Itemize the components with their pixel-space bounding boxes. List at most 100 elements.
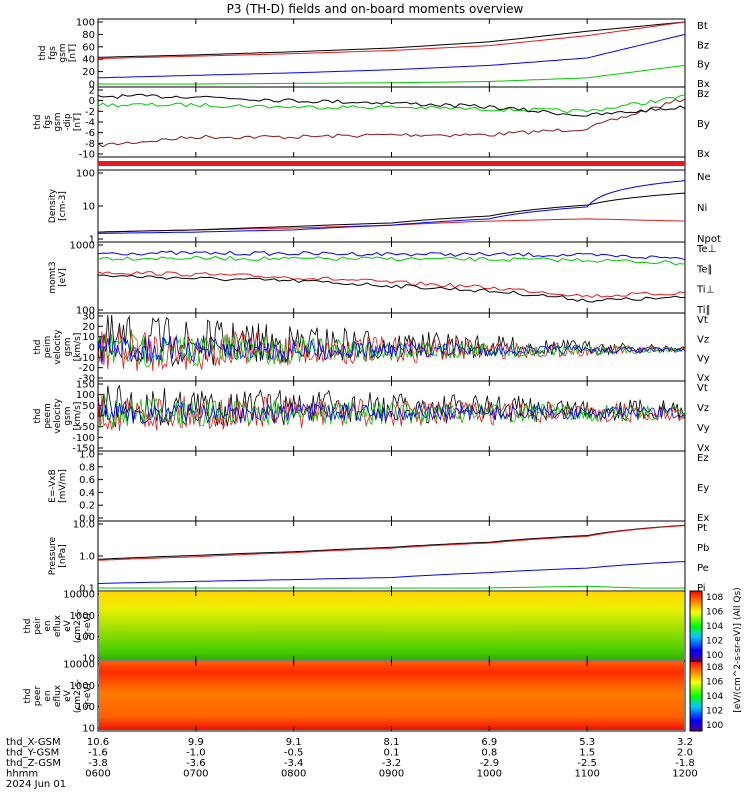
xaxis-value: -1.8 [675, 758, 695, 769]
legend-density: Ni [697, 203, 707, 214]
ytick-label-fgs_gsm: 0 [89, 80, 95, 91]
ylabel-fgs_dsl: [nT] [73, 113, 83, 131]
ytick-label-peim_v: -30 [79, 374, 95, 385]
xaxis-value: 5.3 [579, 737, 595, 748]
series-density-Npot [97, 180, 686, 234]
ytick-label-density: 1 [89, 235, 95, 246]
ylabel-pressure: Pressure [48, 536, 58, 575]
legend-fgs_dsl: By [697, 119, 710, 130]
ylabel-peem_v: [km/s] [73, 402, 83, 431]
ylabel-fgs_dsl: gsm [53, 112, 63, 131]
peer-spectrogram [99, 662, 684, 730]
legend-efield: Ey [697, 483, 709, 494]
ylabel-fgs_dsl: -dip [63, 113, 73, 130]
xaxis-value: 0.1 [384, 748, 400, 759]
ytick-label-temp: 100 [76, 306, 95, 317]
xaxis-value: 3.2 [677, 737, 693, 748]
ylabel-peim_v: peim [43, 336, 53, 359]
ylabel-peir: (cm2-s- [73, 609, 83, 643]
legend-temp: Te∥ [696, 264, 713, 275]
xaxis-value: 8.1 [384, 737, 400, 748]
legend-peem_v: Vt [697, 383, 708, 394]
panel-frame-temp [97, 241, 686, 314]
legend-pressure: Pi [697, 583, 706, 594]
velocity-trace-peim_v [97, 335, 686, 365]
series-fgs_gsm-By [98, 64, 686, 85]
legend-efield: Ex [697, 513, 709, 524]
xaxis-value: -1.0 [186, 748, 206, 759]
ytick-label-fgs_dsl: -6 [85, 128, 95, 139]
xaxis-value: 0800 [281, 769, 306, 780]
legend-fgs_dsl: Bx [697, 149, 710, 160]
ylabel-peer: eV [63, 689, 73, 702]
ylabel-peir: en [43, 620, 53, 631]
peir-colorbar-tick: 102 [706, 637, 723, 647]
xaxis-value: 6.9 [481, 737, 497, 748]
ytick-label-density: 10 [82, 202, 95, 213]
xaxis-date: 2024 Jun 01 [6, 779, 66, 790]
ytick-label-peem_v: 150 [76, 380, 95, 391]
xaxis-value: 9.1 [286, 737, 302, 748]
ytick-label-efield: 0.6 [79, 475, 95, 486]
legend-peem_v: Vz [697, 403, 709, 414]
series-pressure-Pt [97, 524, 686, 560]
ylabel-peer: thd [23, 689, 33, 704]
ytick-label-efield: 0.0 [79, 514, 95, 525]
xaxis-value: 1200 [672, 769, 697, 780]
peer-colorbar [689, 660, 703, 732]
ytick-label-fgs_gsm: 100 [76, 18, 95, 29]
legend-density: Ne [697, 172, 711, 183]
peir-spectrogram [99, 592, 684, 660]
peir-colorbar [689, 590, 703, 662]
legend-peim_v: Vy [697, 354, 710, 365]
xaxis-value: 1000 [477, 769, 502, 780]
panel-frame-density [97, 169, 686, 243]
series-fgs_dsl-By [97, 94, 686, 114]
quality-flag-bar [98, 161, 685, 166]
ytick-label-peem_v: 0 [89, 412, 95, 423]
ytick-label-peim_v: -20 [79, 363, 95, 374]
series-pressure-Pi [97, 561, 686, 584]
legend-peim_v: Vz [697, 334, 709, 345]
ylabel-fgs_gsm: fgs [48, 46, 58, 60]
xaxis-value: -3.6 [186, 758, 206, 769]
ytick-label-peir: 100 [76, 632, 95, 643]
xaxis-value: -0.5 [284, 748, 304, 759]
ytick-label-peem_v: 50 [82, 401, 95, 412]
ylabel-peim_v: thd [33, 340, 43, 355]
ylabel-peir: peir [33, 617, 43, 635]
ytick-label-fgs_gsm: 20 [82, 67, 95, 78]
ylabel-peim_v: [km/s] [73, 333, 83, 362]
legend-pressure: Pe [697, 563, 709, 574]
ylabel-peer: en [43, 690, 53, 701]
ytick-label-efield: 0.4 [79, 488, 95, 499]
peer-colorbar-tick: 108 [706, 663, 723, 673]
xaxis-row-label: hhmm [6, 769, 38, 780]
series-temp-Ti⊥ [97, 250, 686, 261]
series-fgs_gsm-Bz [97, 21, 686, 60]
ylabel-peim_v: velocity [53, 329, 63, 365]
peir-colorbar-tick: 108 [706, 593, 723, 603]
ylabel-fgs_dsl: fgs [43, 115, 53, 129]
ylabel-fgs_gsm: [nT] [68, 44, 78, 62]
series-fgs_dsl-Bx [97, 93, 686, 117]
ylabel-efield: [mV/m] [58, 469, 68, 503]
ylabel-peir: eflux [53, 614, 63, 637]
ytick-label-peer: 100 [76, 702, 95, 713]
ytick-label-efield: 0.2 [79, 501, 95, 512]
xaxis-value: -3.8 [88, 758, 108, 769]
ytick-label-peir: 10000 [63, 590, 95, 601]
ytick-label-efield: 0.8 [79, 462, 95, 473]
ytick-label-density: 100 [76, 169, 95, 180]
ytick-label-pressure: 10.0 [73, 520, 95, 531]
xaxis-value: -3.2 [382, 758, 402, 769]
ylabel-temp: momt3 [48, 261, 58, 293]
xaxis-value: 0700 [183, 769, 208, 780]
ylabel-peim_v: gsm [63, 337, 73, 356]
ylabel-pressure: [nPa] [58, 544, 68, 567]
ytick-label-fgs_gsm: 40 [82, 55, 95, 66]
xaxis-value: 0.8 [481, 748, 497, 759]
peir-colorbar-tick: 100 [706, 651, 723, 661]
legend-temp: Ti∥ [696, 305, 711, 316]
ytick-label-peem_v: 100 [76, 390, 95, 401]
